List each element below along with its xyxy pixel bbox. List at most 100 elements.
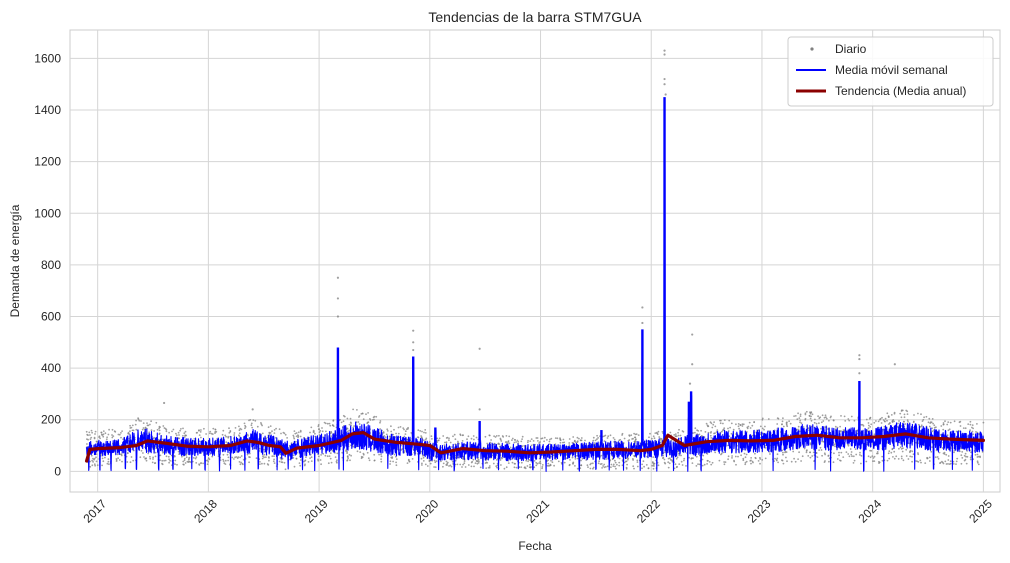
point-diario [102,433,105,436]
point-diario [925,415,928,418]
point-diario [788,420,790,423]
point-diario [107,460,110,463]
point-diario [224,463,227,465]
point-diario [603,466,606,469]
point-diario [350,422,352,424]
point-diario [809,417,812,420]
point-diario [467,435,470,438]
legend: Diario Media móvil semanal Tendencia (Me… [787,36,994,107]
point-diario [151,461,154,464]
point-diario [404,430,407,433]
y-tick-label: 1400 [34,103,61,117]
point-diario [365,413,367,416]
point-diario [86,433,89,436]
point-diario [625,467,628,470]
point-diario [861,423,864,426]
point-diario [731,455,733,457]
point-diario [636,459,639,462]
point-diario [368,459,371,462]
point-diario [419,430,422,432]
point-diario [154,451,157,454]
point-diario [744,461,747,464]
point-diario [318,428,320,430]
outlier-point-diario [663,83,666,86]
point-diario [292,454,295,457]
point-diario [521,438,523,440]
point-diario [380,458,382,460]
point-diario [272,460,275,463]
point-diario [744,463,747,466]
point-diario [449,464,452,467]
point-diario [584,439,586,442]
point-diario [445,460,448,463]
point-diario [541,467,543,470]
point-diario [581,457,584,460]
point-diario [933,426,936,429]
point-diario [746,427,749,430]
point-diario [904,423,907,425]
point-diario [680,454,682,457]
point-diario [182,463,185,466]
point-diario [350,454,352,457]
point-diario [944,420,946,423]
point-diario [576,467,579,470]
point-diario [290,442,293,444]
point-diario [645,464,648,466]
point-diario [89,434,91,436]
point-diario [307,461,310,463]
point-diario [750,462,752,465]
point-diario [422,460,425,462]
point-diario [790,460,793,463]
point-diario [739,424,742,426]
point-diario [764,425,766,428]
point-diario [106,436,108,439]
point-diario [869,426,872,428]
point-diario [793,457,795,460]
point-diario [698,463,701,466]
outlier-point-diario [478,408,481,411]
point-diario [602,465,604,467]
point-diario [185,456,188,459]
point-diario [380,455,383,458]
point-diario [947,421,950,423]
point-diario [273,462,276,464]
point-diario [714,425,717,428]
point-diario [224,434,227,437]
point-diario [976,461,979,464]
point-diario [854,448,857,450]
point-diario [931,446,933,448]
point-diario [676,465,678,468]
point-diario [701,458,704,461]
point-diario [764,447,767,449]
point-diario [347,457,349,460]
point-diario [807,455,810,457]
point-diario [798,451,800,454]
point-diario [139,456,142,459]
point-diario [226,453,229,456]
point-diario [800,422,803,425]
point-diario [609,434,612,437]
point-diario [366,421,369,424]
point-diario [346,452,348,454]
point-diario [510,458,513,460]
point-diario [751,434,754,437]
point-diario [305,456,307,458]
point-diario [212,427,215,430]
point-diario [913,414,915,416]
point-diario [535,464,538,467]
point-diario [701,464,704,467]
point-diario [386,430,389,432]
point-diario [808,414,811,417]
point-diario [890,451,893,454]
point-diario [404,433,407,435]
point-diario [870,423,873,426]
point-diario [652,464,655,466]
point-diario [781,459,783,462]
point-diario [903,420,905,423]
point-diario [563,461,566,464]
point-diario [947,459,950,461]
point-diario [312,429,315,432]
point-diario [712,423,715,426]
point-diario [183,459,186,462]
point-diario [776,453,779,456]
